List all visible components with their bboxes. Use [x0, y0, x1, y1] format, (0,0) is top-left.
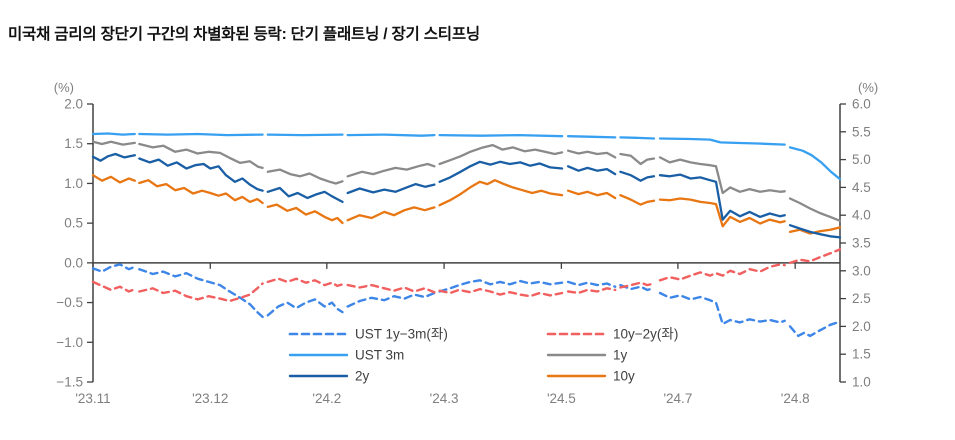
series-line-ust-1y-3m-: [438, 279, 564, 293]
series-line-10y-2y-: [619, 281, 656, 289]
series-line-1y: [438, 143, 564, 166]
series-line-1y: [91, 140, 136, 146]
right-axis-tick-label: 4.0: [852, 208, 871, 223]
series-line-2y: [658, 173, 786, 221]
right-axis-tick-label: 2.5: [852, 291, 871, 306]
series-line-10y-2y-: [346, 283, 436, 294]
left-axis-tick-label: 1.5: [64, 136, 83, 151]
series-line-ust-3m: [788, 146, 842, 181]
legend-item-label: 10y: [613, 369, 635, 384]
series-line-10y: [619, 194, 656, 206]
series-line-10y: [91, 174, 136, 184]
series-line-ust-3m: [266, 133, 344, 137]
series-line-10y-2y-: [438, 287, 564, 298]
series-line-10y: [138, 179, 264, 205]
series-line-ust-1y-3m-: [346, 291, 436, 308]
series-line-2y: [619, 170, 656, 182]
right-axis-tick-label: 3.0: [852, 263, 871, 278]
series-line-10y-2y-: [788, 248, 842, 265]
series-line-10y: [438, 179, 564, 207]
series-line-ust-3m: [619, 136, 656, 140]
series-line-ust-3m: [658, 137, 786, 146]
series-line-10y-2y-: [566, 287, 617, 295]
series-line-10y-2y-: [266, 277, 344, 288]
right-axis-unit-label: (%): [858, 80, 878, 95]
series-line-1y: [619, 152, 656, 166]
series-line-ust-1y-3m-: [619, 283, 656, 292]
right-axis-tick-label: 6.0: [852, 97, 871, 112]
series-line-10y: [566, 189, 617, 200]
series-line-ust-1y-3m-: [91, 263, 137, 273]
series-line-2y: [438, 160, 564, 183]
left-axis-tick-label: −1.5: [56, 375, 83, 390]
legend-item-label: 2y: [355, 369, 370, 384]
right-axis-tick-label: 4.5: [852, 180, 871, 195]
series-line-ust-3m: [138, 132, 264, 137]
series-line-2y: [91, 152, 136, 162]
left-axis-tick-label: 1.0: [64, 176, 83, 191]
series-line-2y: [346, 182, 436, 195]
series-line-10y-2y-: [91, 280, 137, 293]
legend-item-label: UST 1y−3m(좌): [355, 327, 448, 342]
x-axis-tick-label: '24.7: [663, 391, 692, 406]
series-line-2y: [788, 224, 842, 239]
left-axis-tick-label: −1.0: [56, 335, 83, 350]
series-line-10y-2y-: [138, 282, 264, 303]
right-axis-tick-label: 5.5: [852, 124, 871, 139]
right-axis-tick-label: 5.0: [852, 152, 871, 167]
series-line-ust-1y-3m-: [788, 320, 842, 338]
series-line-ust-1y-3m-: [138, 268, 264, 319]
right-axis-tick-label: 2.0: [852, 319, 871, 334]
left-axis-tick-label: 0.5: [64, 216, 83, 231]
series-line-ust-1y-3m-: [566, 280, 617, 288]
series-line-ust-1y-3m-: [266, 298, 344, 317]
top-divider-rule: [8, 12, 905, 15]
series-line-1y: [138, 142, 264, 170]
series-line-1y: [566, 149, 617, 159]
series-line-10y-2y-: [658, 263, 786, 282]
series-line-10y: [658, 197, 786, 228]
x-axis-tick-label: '24.5: [547, 391, 576, 406]
x-axis-tick-label: '24.8: [781, 391, 810, 406]
series-line-2y: [266, 186, 344, 204]
series-line-ust-3m: [566, 135, 617, 139]
chart-title: 미국채 금리의 장단기 구간의 차별화된 등락: 단기 플래트닝 / 장기 스티…: [8, 26, 480, 43]
right-axis-tick-label: 1.0: [852, 375, 871, 390]
left-axis-unit-label: (%): [54, 80, 74, 95]
x-axis-tick-label: '24.2: [312, 391, 341, 406]
series-line-2y: [138, 157, 264, 192]
x-axis-tick-label: '24.3: [430, 391, 459, 406]
legend-item-label: UST 3m: [355, 348, 404, 363]
series-line-ust-3m: [91, 132, 136, 136]
legend-item-label: 1y: [613, 348, 628, 363]
series-line-ust-1y-3m-: [658, 291, 786, 326]
series-line-ust-3m: [438, 133, 564, 138]
right-axis-tick-label: 3.5: [852, 236, 871, 251]
right-axis-tick-label: 1.5: [852, 347, 871, 362]
series-line-1y: [658, 156, 786, 195]
series-line-1y: [788, 197, 842, 222]
series-line-10y: [346, 206, 436, 222]
series-line-1y: [346, 162, 436, 178]
left-axis-tick-label: 0.0: [64, 255, 83, 270]
series-line-ust-3m: [346, 133, 436, 137]
left-axis-tick-label: −0.5: [56, 295, 83, 310]
bottom-divider-rule: [5, 431, 491, 434]
legend-item-label: 10y−2y(좌): [613, 327, 678, 342]
x-axis-tick-label: '23.12: [192, 391, 228, 406]
x-axis-tick-label: '23.11: [75, 391, 110, 406]
series-line-10y: [266, 203, 344, 225]
series-line-2y: [566, 165, 617, 176]
series-line-1y: [266, 168, 344, 185]
left-axis-tick-label: 2.0: [64, 97, 83, 112]
